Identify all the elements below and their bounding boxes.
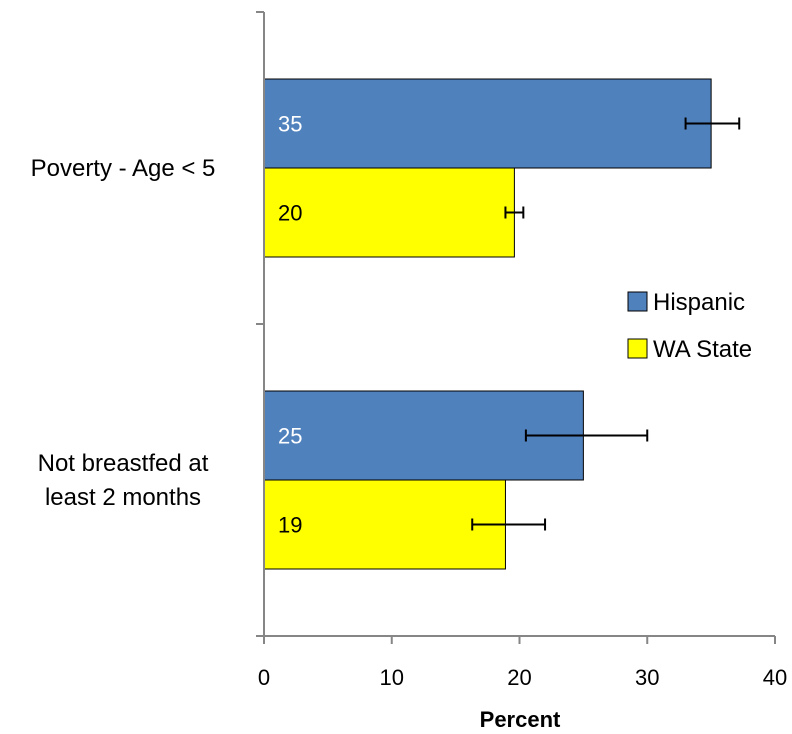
data-label-0-0: 35 bbox=[278, 112, 302, 137]
data-label-1-1: 19 bbox=[278, 513, 302, 538]
error-bar-1-0 bbox=[504, 206, 525, 219]
legend-swatch-0 bbox=[627, 291, 648, 312]
error-bar-0-0 bbox=[684, 117, 741, 130]
x-tick-label-1: 10 bbox=[380, 665, 404, 690]
x-tick-label-3: 30 bbox=[635, 665, 659, 690]
category-label-1-1: least 2 months bbox=[45, 484, 201, 511]
category-label-1-0: Not breastfed at bbox=[38, 450, 209, 477]
bar-0-0 bbox=[263, 78, 712, 169]
data-labels-layer: 35 20 25 19 bbox=[278, 112, 302, 538]
bars-layer bbox=[263, 78, 712, 570]
x-axis-title: Percent bbox=[480, 707, 561, 732]
legend-item-0: Hispanic bbox=[627, 289, 745, 316]
bar-1-1 bbox=[263, 479, 506, 570]
legend-item-1: WA State bbox=[627, 336, 752, 363]
data-label-1-0: 20 bbox=[278, 201, 302, 226]
legend-label-0: Hispanic bbox=[653, 289, 745, 316]
legend-label-1: WA State bbox=[653, 336, 752, 363]
x-tick-label-0: 0 bbox=[258, 665, 270, 690]
category-label-0-0: Poverty - Age < 5 bbox=[31, 155, 216, 182]
error-bars-layer bbox=[471, 117, 741, 531]
bar-1-0 bbox=[263, 167, 515, 258]
axes-layer: Poverty - Age < 5 Not breastfed at least 2… bbox=[31, 11, 787, 690]
legend: Hispanic WA State bbox=[627, 289, 752, 363]
data-label-0-1: 25 bbox=[278, 424, 302, 449]
x-tick-label-2: 20 bbox=[507, 665, 531, 690]
legend-swatch-1 bbox=[627, 338, 648, 359]
error-bar-0-1 bbox=[524, 429, 649, 442]
x-tick-label-4: 40 bbox=[763, 665, 787, 690]
error-bar-1-1 bbox=[471, 518, 547, 531]
